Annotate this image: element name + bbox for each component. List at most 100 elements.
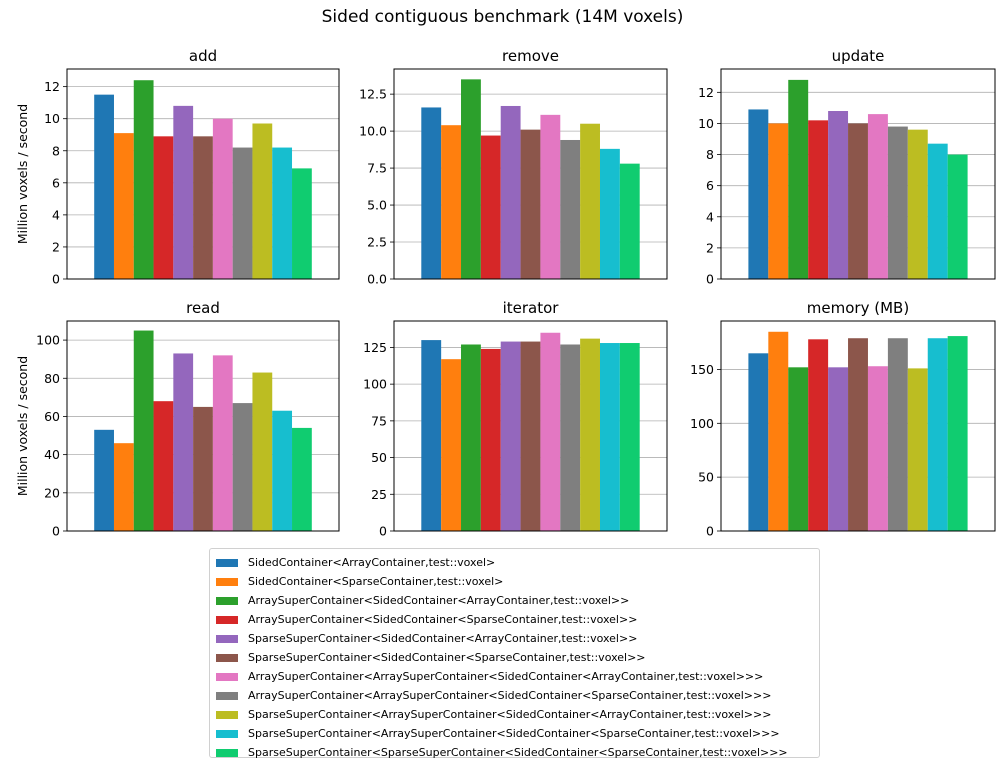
legend-label: ArraySuperContainer<SidedContainer<Spars…	[248, 613, 638, 626]
legend-swatch	[216, 615, 238, 624]
bar-read-7	[212, 355, 233, 531]
legend-swatch	[216, 634, 238, 643]
bar-add-2	[113, 133, 134, 279]
bar-iterator-5	[500, 341, 521, 531]
y-tick-label: 5.0	[367, 198, 387, 213]
axes-frame	[66, 68, 340, 280]
legend-item: SparseSuperContainer<SidedContainer<Arra…	[216, 629, 819, 648]
bar-iterator-8	[560, 344, 581, 531]
axes-frame	[66, 320, 340, 532]
bar-update-5	[828, 111, 849, 279]
bar-update-9	[907, 129, 928, 279]
bar-read-11	[292, 427, 312, 531]
panel-title: read	[186, 299, 220, 317]
legend-swatch	[216, 596, 238, 605]
legend-swatch	[216, 672, 238, 681]
bar-memory-mb-8	[887, 338, 908, 531]
bar-remove-8	[560, 139, 581, 279]
bar-iterator-10	[599, 343, 620, 531]
y-tick-label: 125	[363, 340, 387, 355]
y-tick-label: 6	[706, 178, 714, 193]
bar-update-11	[947, 154, 968, 279]
legend-item: ArraySuperContainer<SidedContainer<Spars…	[216, 610, 819, 629]
bar-update-8	[887, 126, 908, 279]
bar-add-11	[292, 168, 312, 279]
legend-label: SparseSuperContainer<SidedContainer<Arra…	[248, 632, 638, 645]
legend-item: SparseSuperContainer<ArraySuperContainer…	[216, 705, 819, 724]
y-tick-label: 4	[706, 209, 714, 224]
panel-update: 0 2 4 6 8 10 12 update	[698, 47, 996, 287]
bar-add-8	[232, 147, 253, 279]
bar-update-1	[748, 109, 769, 279]
y-tick-label: 100	[36, 333, 60, 348]
bar-read-4	[153, 401, 174, 531]
y-tick-label: 2	[52, 239, 60, 254]
bar-remove-4	[480, 135, 501, 279]
bar-remove-11	[619, 163, 640, 279]
y-tick-label: 8	[52, 143, 60, 158]
bar-read-6	[193, 406, 213, 531]
panel-title: remove	[502, 47, 559, 65]
bar-iterator-2	[441, 359, 462, 531]
bar-remove-3	[461, 79, 481, 279]
y-tick-label: 0	[52, 272, 60, 287]
bar-memory-mb-3	[788, 367, 809, 531]
panel-title: update	[832, 47, 885, 65]
legend-swatch	[216, 558, 238, 567]
bar-iterator-3	[461, 344, 481, 531]
y-tick-label: 7.5	[367, 161, 387, 176]
y-tick-label: 50	[371, 450, 387, 465]
y-tick-label: 0	[379, 524, 387, 539]
legend-label: ArraySuperContainer<ArraySuperContainer<…	[248, 670, 764, 683]
panel-title: add	[189, 47, 217, 65]
bar-iterator-9	[580, 338, 600, 531]
bar-read-10	[272, 410, 293, 531]
y-tick-label: 150	[690, 362, 714, 377]
panel-read: 0 20 40 60 80 100 read Million voxels / second	[15, 299, 340, 539]
y-tick-label: 2	[706, 240, 714, 255]
legend-item: SparseSuperContainer<SparseSuperContaine…	[216, 743, 819, 762]
y-tick-label: 100	[363, 377, 387, 392]
legend-swatch	[216, 691, 238, 700]
y-tick-label: 40	[44, 447, 60, 462]
y-tick-label: 60	[44, 409, 60, 424]
bar-memory-mb-10	[927, 338, 948, 531]
y-tick-label: 4	[52, 207, 60, 222]
panel-add: 0 2 4 6 8 10 12 add Million voxels / second	[15, 47, 340, 287]
panel-title: iterator	[503, 299, 560, 317]
bar-memory-mb-5	[828, 367, 849, 531]
bar-read-3	[133, 330, 154, 531]
y-tick-label: 80	[44, 371, 60, 386]
bar-iterator-6	[520, 341, 541, 531]
y-tick-label: 10.0	[359, 124, 387, 139]
y-tick-label: 25	[371, 487, 387, 502]
y-tick-label: 0	[52, 524, 60, 539]
bar-remove-5	[500, 105, 521, 279]
bar-read-5	[173, 353, 194, 531]
legend-label: SparseSuperContainer<ArraySuperContainer…	[248, 727, 780, 740]
legend-swatch	[216, 577, 238, 586]
y-tick-label: 75	[371, 413, 387, 428]
legend-label: SidedContainer<SparseContainer,test::vox…	[248, 575, 504, 588]
bar-remove-7	[540, 114, 561, 280]
bar-add-5	[173, 105, 194, 279]
bar-update-2	[768, 123, 789, 279]
bar-add-6	[193, 136, 213, 279]
bar-iterator-11	[619, 343, 640, 531]
y-tick-label: 12.5	[359, 87, 387, 102]
bar-memory-mb-9	[907, 368, 928, 531]
legend-item: SidedContainer<SparseContainer,test::vox…	[216, 572, 819, 591]
panel-title: memory (MB)	[807, 299, 909, 317]
chart-title: Sided contiguous benchmark (14M voxels)	[321, 7, 684, 27]
legend-swatch	[216, 748, 238, 757]
panel-remove: 0.0 2.5 5.0 7.5 10.0 12.5 remove	[359, 47, 668, 287]
bar-remove-9	[580, 123, 600, 279]
bar-memory-mb-7	[867, 366, 888, 531]
y-tick-label: 0	[706, 272, 714, 287]
legend-item: ArraySuperContainer<SidedContainer<Array…	[216, 591, 819, 610]
legend-item: SparseSuperContainer<ArraySuperContainer…	[216, 724, 819, 743]
bar-add-1	[94, 94, 114, 279]
legend-swatch	[216, 710, 238, 719]
bar-remove-10	[599, 148, 620, 279]
legend-label: SparseSuperContainer<ArraySuperContainer…	[248, 708, 772, 721]
